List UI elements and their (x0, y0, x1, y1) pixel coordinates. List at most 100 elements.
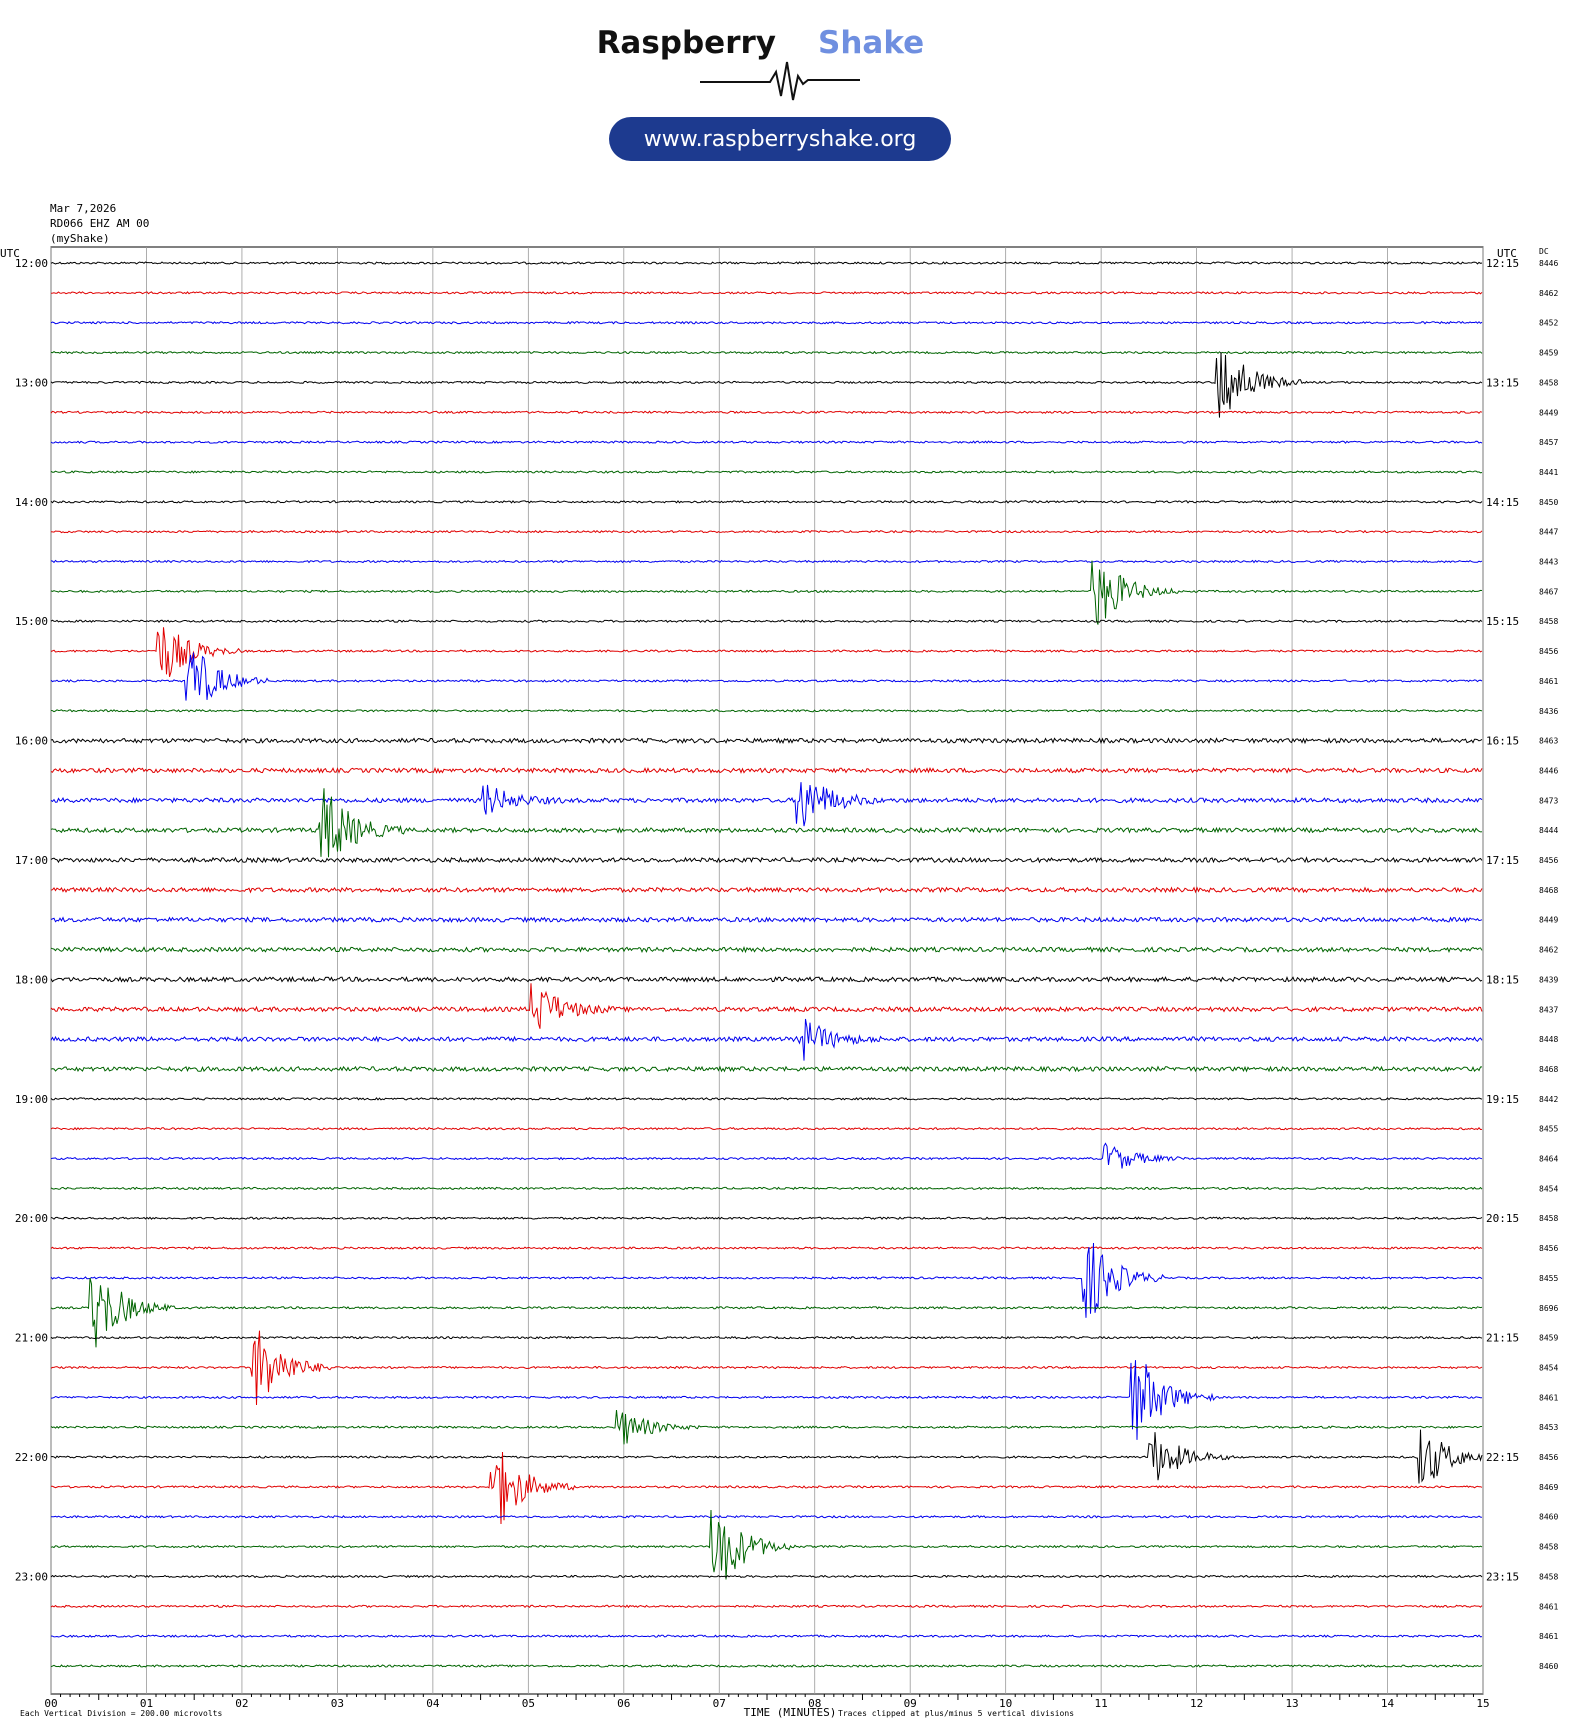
trace (50, 652, 1483, 701)
trace (51, 1451, 1483, 1525)
trace (50, 1514, 1483, 1519)
left-time: 15:00 (15, 615, 48, 628)
dc-value: 8439 (1539, 975, 1558, 984)
trace (50, 856, 1483, 864)
trace (50, 782, 1483, 827)
dc-value: 8455 (1539, 1274, 1558, 1283)
dc-value: 8459 (1539, 349, 1558, 358)
dc-value: 8442 (1539, 1095, 1558, 1104)
trace (50, 352, 1483, 418)
trace (50, 560, 1483, 625)
dc-value: 8455 (1539, 1125, 1558, 1134)
dc-value: 8458 (1539, 1214, 1558, 1223)
trace (50, 1634, 1483, 1638)
dc-value: 8452 (1539, 319, 1558, 328)
trace (50, 261, 1483, 265)
left-time: 16:00 (15, 735, 48, 748)
trace (50, 1330, 1483, 1406)
right-time: 22:15 (1486, 1451, 1519, 1464)
dc-value: 8449 (1539, 408, 1558, 417)
dc-value: 8456 (1539, 1453, 1558, 1462)
dc-value: 8448 (1539, 1035, 1558, 1044)
trace (50, 1574, 1483, 1579)
dc-value: 8469 (1539, 1483, 1558, 1492)
dc-value: 8462 (1539, 946, 1558, 955)
trace (50, 1242, 1483, 1318)
dc-label: DC (1539, 247, 1549, 256)
dc-value: 8461 (1539, 1393, 1558, 1402)
trace (50, 946, 1483, 954)
dc-value: 8467 (1539, 587, 1558, 596)
x-tick-label: 10 (999, 1697, 1012, 1710)
trace (50, 1429, 1483, 1484)
trace (50, 1277, 1483, 1348)
left-time: 19:00 (15, 1093, 48, 1106)
trace (50, 1097, 1483, 1101)
right-time: 13:15 (1486, 376, 1519, 389)
dc-value: 8458 (1539, 617, 1558, 626)
right-time: 14:15 (1486, 496, 1519, 509)
trace (50, 1509, 1483, 1580)
trace (50, 1246, 1483, 1250)
dc-value: 8441 (1539, 468, 1558, 477)
x-tick-label: 12 (1190, 1697, 1203, 1710)
trace (50, 559, 1483, 564)
url-text[interactable]: www.raspberryshake.org (644, 127, 917, 152)
left-axis-label: UTC (0, 247, 20, 260)
dc-value: 8450 (1539, 498, 1558, 507)
dc-value: 8473 (1539, 796, 1558, 805)
dc-value: 8444 (1539, 826, 1558, 835)
left-time: 17:00 (15, 854, 48, 867)
trace (50, 737, 1483, 745)
trace (50, 788, 1483, 858)
right-axis-label: UTC (1497, 247, 1517, 260)
trace (50, 709, 1483, 713)
url-button[interactable] (609, 117, 951, 161)
x-tick-label: 07 (713, 1697, 726, 1710)
dc-value: 8696 (1539, 1304, 1558, 1313)
dc-value: 8443 (1539, 558, 1558, 567)
x-tick-label: 01 (140, 1697, 153, 1710)
trace (50, 1664, 1483, 1668)
x-tick-label: 15 (1476, 1697, 1489, 1710)
dc-value: 8454 (1539, 1184, 1558, 1193)
dc-value: 8461 (1539, 1602, 1558, 1611)
x-tick-label: 03 (331, 1697, 344, 1710)
trace (50, 1018, 1483, 1061)
trace (50, 350, 1483, 355)
trace (50, 440, 1483, 444)
station: RD066 EHZ AM 00 (50, 217, 149, 230)
trace (50, 410, 1483, 415)
trace (50, 916, 1483, 924)
trace (50, 983, 1483, 1029)
right-time: 19:15 (1486, 1093, 1519, 1106)
right-time: 20:15 (1486, 1212, 1519, 1225)
right-time: 15:15 (1486, 615, 1519, 628)
dc-value: 8468 (1539, 1065, 1558, 1074)
trace (50, 1216, 1483, 1221)
dc-value: 8446 (1539, 766, 1558, 775)
dc-value: 8461 (1539, 1632, 1558, 1641)
date: Mar 7,2026 (50, 202, 116, 215)
left-time: 18:00 (15, 973, 48, 986)
dc-value: 8459 (1539, 1334, 1558, 1343)
trace (50, 1604, 1483, 1609)
left-time: 13:00 (15, 376, 48, 389)
dc-value: 8458 (1539, 1543, 1558, 1552)
dc-value: 8464 (1539, 1155, 1558, 1164)
dc-value: 8463 (1539, 737, 1558, 746)
dc-value: 8437 (1539, 1005, 1558, 1014)
dc-value: 8456 (1539, 856, 1558, 865)
trace (50, 1335, 1483, 1340)
source: (myShake) (50, 232, 110, 245)
dc-value: 8461 (1539, 677, 1558, 686)
dc-value: 8449 (1539, 916, 1558, 925)
dc-value: 8460 (1539, 1662, 1558, 1671)
x-tick-label: 11 (1095, 1697, 1108, 1710)
x-tick-label: 09 (904, 1697, 917, 1710)
trace (50, 627, 1483, 678)
dc-value: 8458 (1539, 378, 1558, 387)
trace (50, 529, 1483, 534)
dc-value: 8447 (1539, 528, 1558, 537)
